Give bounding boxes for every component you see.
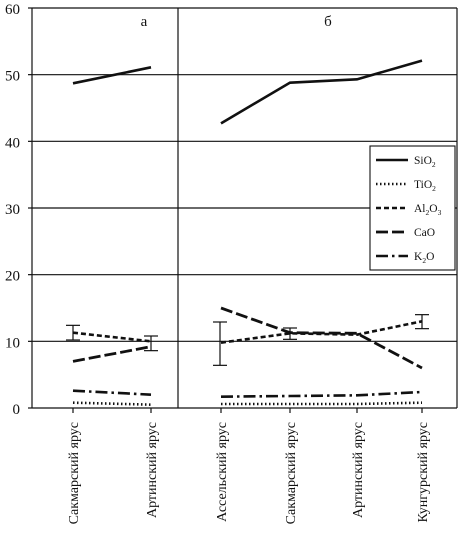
x-tick-label: Сакмарский ярус	[67, 422, 82, 524]
series-line-sio2	[220, 59, 423, 125]
legend-label-k2o: K2O	[414, 251, 434, 265]
series-line-tio2	[72, 401, 152, 406]
legend: SiO2 TiO2 Al2O3 CaO K2O	[369, 145, 456, 271]
panel-label: б	[324, 14, 332, 30]
series-line-al2o3	[220, 320, 423, 344]
error-bar	[415, 314, 429, 330]
y-tick-label-10: 10	[5, 335, 20, 351]
error-bar	[144, 335, 158, 352]
x-tick-label: Сакмарский ярус	[284, 422, 299, 524]
x-tick-label: Артинский ярус	[351, 422, 366, 518]
y-tick-label-60: 60	[5, 2, 20, 18]
y-axis: 0 10 20 30 40 50 60	[5, 2, 32, 418]
legend-label-tio2: TiO2	[414, 179, 436, 193]
y-tick-label-50: 50	[5, 69, 20, 85]
series-line-k2o	[72, 389, 152, 396]
error-bar	[66, 324, 80, 341]
y-tick-label-20: 20	[5, 269, 20, 285]
y-tick-label-0: 0	[13, 402, 21, 418]
panel-a: а Сакмарский ярус Артинский ярус	[66, 14, 160, 524]
legend-label-al2o3: Al2O3	[414, 203, 442, 217]
y-tick-label-30: 30	[5, 202, 20, 218]
series-line-cao	[72, 345, 152, 363]
legend-label-sio2: SiO2	[414, 155, 436, 169]
error-bar	[283, 327, 297, 340]
panel-label: а	[141, 14, 148, 30]
x-tick-label: Кунгурский ярус	[416, 422, 431, 523]
x-tick-label: Артинский ярус	[145, 422, 160, 518]
series-line-tio2	[221, 401, 423, 406]
legend-box	[369, 145, 456, 271]
grid-lines	[31, 7, 458, 409]
error-bar	[213, 321, 227, 366]
x-tick-label: Ассельский ярус	[215, 422, 230, 522]
series-line-k2o	[220, 390, 423, 398]
series-line-cao	[220, 306, 423, 370]
series-line-al2o3	[72, 331, 152, 343]
panel-b: б Ассельский ярус Сакмарский ярус Артинский…	[213, 14, 431, 524]
series-line-sio2	[72, 66, 152, 85]
legend-label-cao: CaO	[414, 227, 435, 239]
y-tick-label-40: 40	[5, 135, 20, 151]
